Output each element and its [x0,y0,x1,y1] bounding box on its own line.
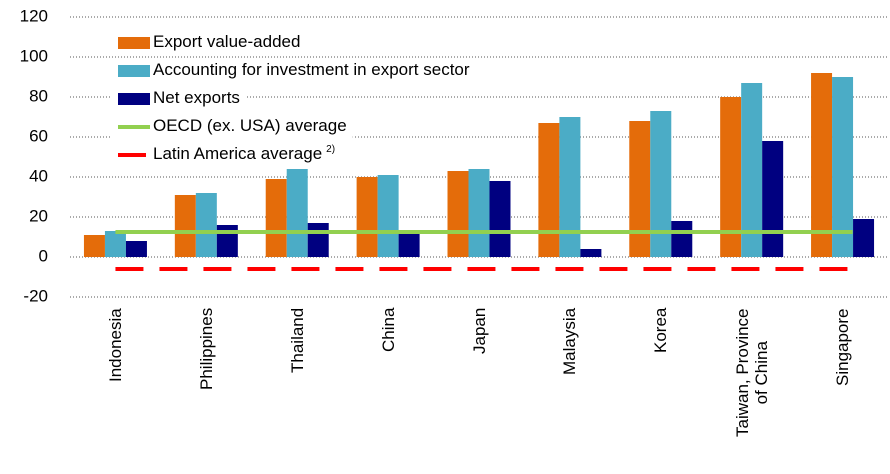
bar [832,77,854,257]
bar [377,175,399,257]
y-tick-label: 60 [29,126,48,145]
y-tick-label: 80 [29,86,48,105]
legend-text: Net exports [153,88,240,107]
y-tick-label: 0 [39,246,48,265]
legend-swatch [118,93,150,105]
bar [538,123,560,257]
y-tick-label: 20 [29,206,48,225]
bar [650,111,672,257]
legend-item: Latin America average 2) [112,143,342,167]
legend-text: Latin America average [153,144,322,163]
legend-background [112,59,476,83]
bar [762,141,784,257]
bar [489,181,511,257]
legend-item: Accounting for investment in export sect… [112,59,476,83]
x-tick-label: Philippines [196,307,216,390]
bar [307,223,329,257]
bar [83,235,105,257]
bar [195,193,217,257]
legend-label: OECD (ex. USA) average [153,116,347,135]
bar [671,221,693,257]
legend-text: OECD (ex. USA) average [153,116,347,135]
y-tick-label: -20 [23,286,48,305]
legend-background [112,115,353,139]
x-tick-label: Singapore [833,308,853,386]
bar [174,195,196,257]
legend-background [112,143,342,167]
bar [125,241,147,257]
legend-item: OECD (ex. USA) average [112,115,353,139]
y-tick-label: 100 [20,46,48,65]
bar [286,169,308,257]
y-tick-label: 40 [29,166,48,185]
legend-label: Latin America average 2) [153,144,335,164]
bar [741,83,763,257]
bar [811,73,833,257]
legend-item: Net exports [112,87,246,111]
bar [104,231,126,257]
bar [559,117,581,257]
bar [720,97,742,257]
bar [853,219,875,257]
legend-label: Export value-added [153,32,300,51]
y-tick-label: 120 [20,6,48,25]
bar [356,177,378,257]
x-tick-label: Indonesia [105,308,125,382]
x-tick-label: Malaysia [560,307,580,375]
legend-label: Accounting for investment in export sect… [153,60,470,79]
bar [265,179,287,257]
x-tick-label: Taiwan, Province of China [732,308,771,437]
bar [216,225,238,257]
legend-text: Accounting for investment in export sect… [153,60,470,79]
x-tick-label: Japan [469,307,489,354]
legend-swatch [118,37,150,49]
legend-note: 2) [326,144,335,155]
x-tick-label: Korea [651,307,671,353]
bar [398,233,420,257]
legend-label: Net exports [153,88,240,107]
legend-text: Export value-added [153,32,300,51]
legend-item: Export value-added [112,31,307,55]
x-tick-label: Thailand [287,307,307,373]
x-tick-label: China [378,307,398,352]
legend-swatch [118,65,150,77]
bar [629,121,651,257]
bar [580,249,602,257]
bar [447,171,469,257]
bar [468,169,490,257]
